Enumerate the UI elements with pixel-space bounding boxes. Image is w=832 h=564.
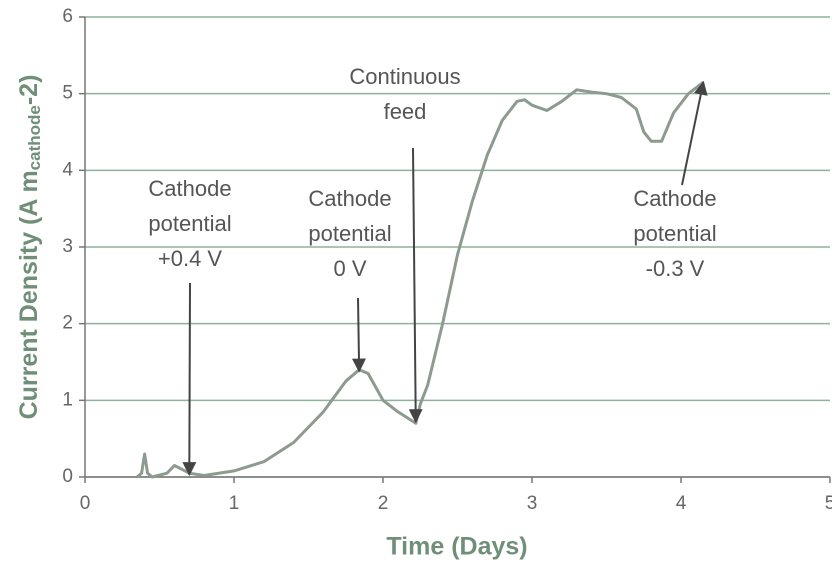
y-tick-label: 0 (62, 466, 73, 487)
y-axis-label-main: Current Density (A m (15, 170, 43, 419)
annotation-arrow (408, 147, 423, 424)
annotation-text: +0.4 V (158, 246, 223, 271)
x-tick-label: 5 (825, 493, 832, 514)
annotation-arrow (351, 297, 366, 373)
x-axis-label: Time (Days) (386, 533, 527, 561)
annotation-text: Cathode (633, 186, 716, 211)
y-tick-label: 2 (62, 313, 73, 334)
annotation-arrow (681, 80, 708, 186)
annotation-text: Continuous (349, 64, 460, 89)
y-tick-label: 1 (62, 389, 73, 410)
x-tick-label: 1 (229, 493, 240, 514)
y-axis-label-sub: cathode (25, 105, 44, 170)
annotation-text: potential (308, 221, 391, 246)
annotation-text: Cathode (308, 186, 391, 211)
x-tick-label: 4 (676, 493, 687, 514)
x-tick-label: 0 (80, 493, 91, 514)
annotation-text: -0.3 V (646, 256, 705, 281)
y-axis-label: Current Density (A mcathode-2) (15, 75, 45, 420)
annotation-text: 0 V (333, 256, 366, 281)
x-tick-label: 3 (527, 493, 538, 514)
annotation-text: Cathode (148, 176, 231, 201)
data-line (136, 81, 705, 479)
annotation-text: feed (384, 99, 427, 124)
y-tick-label: 5 (62, 83, 73, 104)
annotation-text: potential (148, 211, 231, 236)
x-tick-label: 2 (378, 493, 389, 514)
annotation-arrow (182, 282, 197, 477)
y-axis-label-end: -2) (15, 75, 43, 106)
annotation-text: potential (633, 221, 716, 246)
y-tick-label: 6 (62, 6, 73, 27)
y-tick-label: 3 (62, 236, 73, 257)
y-tick-label: 4 (62, 159, 73, 180)
